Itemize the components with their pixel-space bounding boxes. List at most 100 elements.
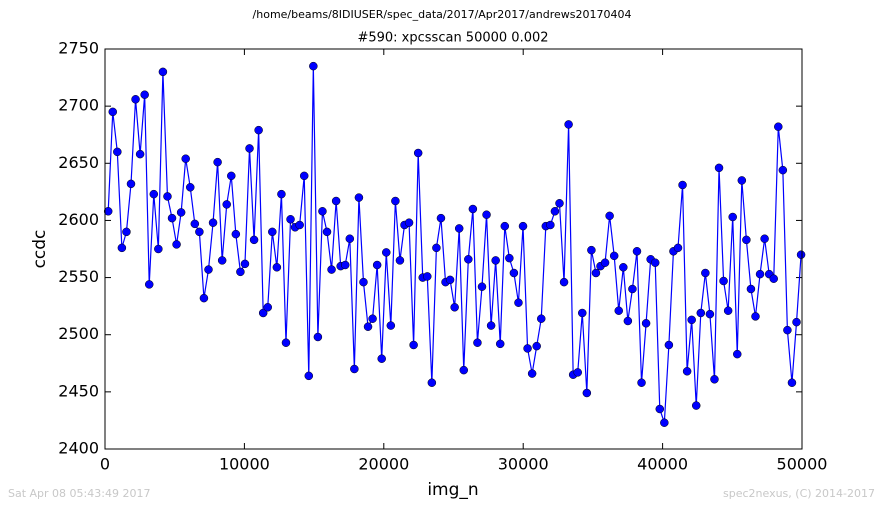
data-point — [322, 227, 332, 237]
data-point — [523, 344, 532, 353]
y-tick-label: 2550 — [58, 267, 99, 286]
data-point — [103, 207, 113, 216]
data-point — [537, 314, 546, 323]
data-point — [245, 144, 254, 153]
data-point — [728, 212, 737, 222]
data-point — [108, 107, 118, 117]
data-point — [614, 306, 623, 315]
data-point — [495, 339, 505, 349]
data-point — [527, 369, 537, 378]
data-point — [486, 321, 496, 330]
data-point — [327, 265, 336, 274]
data-point — [117, 243, 127, 253]
data-point — [500, 221, 510, 231]
data-point — [309, 61, 318, 71]
data-point — [158, 67, 168, 77]
data-point — [154, 244, 163, 254]
data-point — [249, 235, 259, 245]
data-point — [299, 171, 309, 181]
y-tick-label: 2750 — [58, 39, 99, 58]
data-point — [113, 147, 122, 157]
data-point — [737, 176, 747, 185]
data-point — [546, 220, 555, 230]
y-tick-label: 2450 — [58, 381, 99, 400]
data-point — [682, 367, 692, 376]
data-point — [181, 154, 190, 163]
data-point — [413, 148, 423, 158]
data-point — [222, 200, 231, 209]
data-point — [404, 218, 414, 227]
data-point — [678, 180, 687, 190]
data-point — [742, 235, 751, 245]
data-point — [172, 240, 181, 249]
data-point — [331, 196, 341, 206]
data-point — [696, 308, 706, 318]
data-point — [140, 90, 149, 99]
data-point — [454, 224, 464, 233]
data-point — [163, 192, 172, 201]
y-tick-label: 2600 — [58, 210, 99, 229]
data-point — [637, 378, 646, 387]
data-point — [687, 315, 696, 325]
data-point — [505, 253, 514, 263]
data-point — [213, 157, 222, 167]
data-point — [578, 308, 587, 318]
x-tick-label: 40000 — [637, 455, 688, 474]
data-point — [236, 267, 245, 277]
data-point — [591, 268, 601, 278]
data-point — [573, 368, 582, 377]
data-point — [691, 401, 701, 410]
data-point — [623, 316, 633, 326]
data-point — [131, 95, 140, 104]
data-point — [710, 375, 719, 384]
data-point — [272, 263, 282, 272]
data-point — [787, 378, 797, 387]
data-point — [746, 284, 756, 294]
data-point — [350, 364, 359, 374]
data-point — [227, 171, 236, 181]
data-point — [286, 215, 295, 224]
data-point — [559, 277, 569, 287]
data-point — [509, 268, 519, 278]
data-point — [464, 255, 473, 264]
data-point — [363, 322, 373, 331]
data-point — [532, 341, 541, 351]
data-point — [755, 269, 765, 279]
x-tick-label: 30000 — [498, 455, 549, 474]
data-point — [354, 193, 364, 202]
data-point — [263, 303, 272, 312]
data-point — [386, 321, 396, 330]
data-point — [733, 349, 742, 359]
data-point — [600, 258, 610, 267]
data-point — [650, 258, 660, 267]
data-point — [792, 317, 801, 327]
x-tick-label: 10000 — [219, 455, 270, 474]
data-point — [582, 388, 592, 398]
data-point — [555, 199, 564, 208]
y-tick-label: 2650 — [58, 153, 99, 172]
chart-title: /home/beams/8IDIUSER/spec_data/2017/Apr2… — [253, 8, 632, 21]
y-axis-label: ccdc — [30, 230, 50, 269]
data-point — [655, 404, 665, 414]
data-point — [628, 284, 637, 294]
data-point — [459, 365, 469, 375]
data-point — [217, 256, 227, 265]
data-point — [149, 189, 159, 199]
data-point — [587, 245, 596, 255]
data-point — [204, 265, 213, 274]
y-tick-label: 2400 — [58, 439, 99, 458]
data-point — [723, 306, 733, 315]
data-point — [409, 340, 418, 350]
data-point — [609, 251, 619, 261]
data-point — [518, 221, 528, 231]
data-point — [719, 276, 728, 286]
x-tick-label: 20000 — [358, 455, 409, 474]
data-point — [491, 256, 500, 265]
data-point — [796, 250, 806, 259]
data-point — [368, 314, 377, 323]
data-point — [268, 227, 277, 237]
data-point — [240, 259, 250, 269]
data-point — [176, 208, 186, 217]
data-point — [632, 247, 642, 256]
